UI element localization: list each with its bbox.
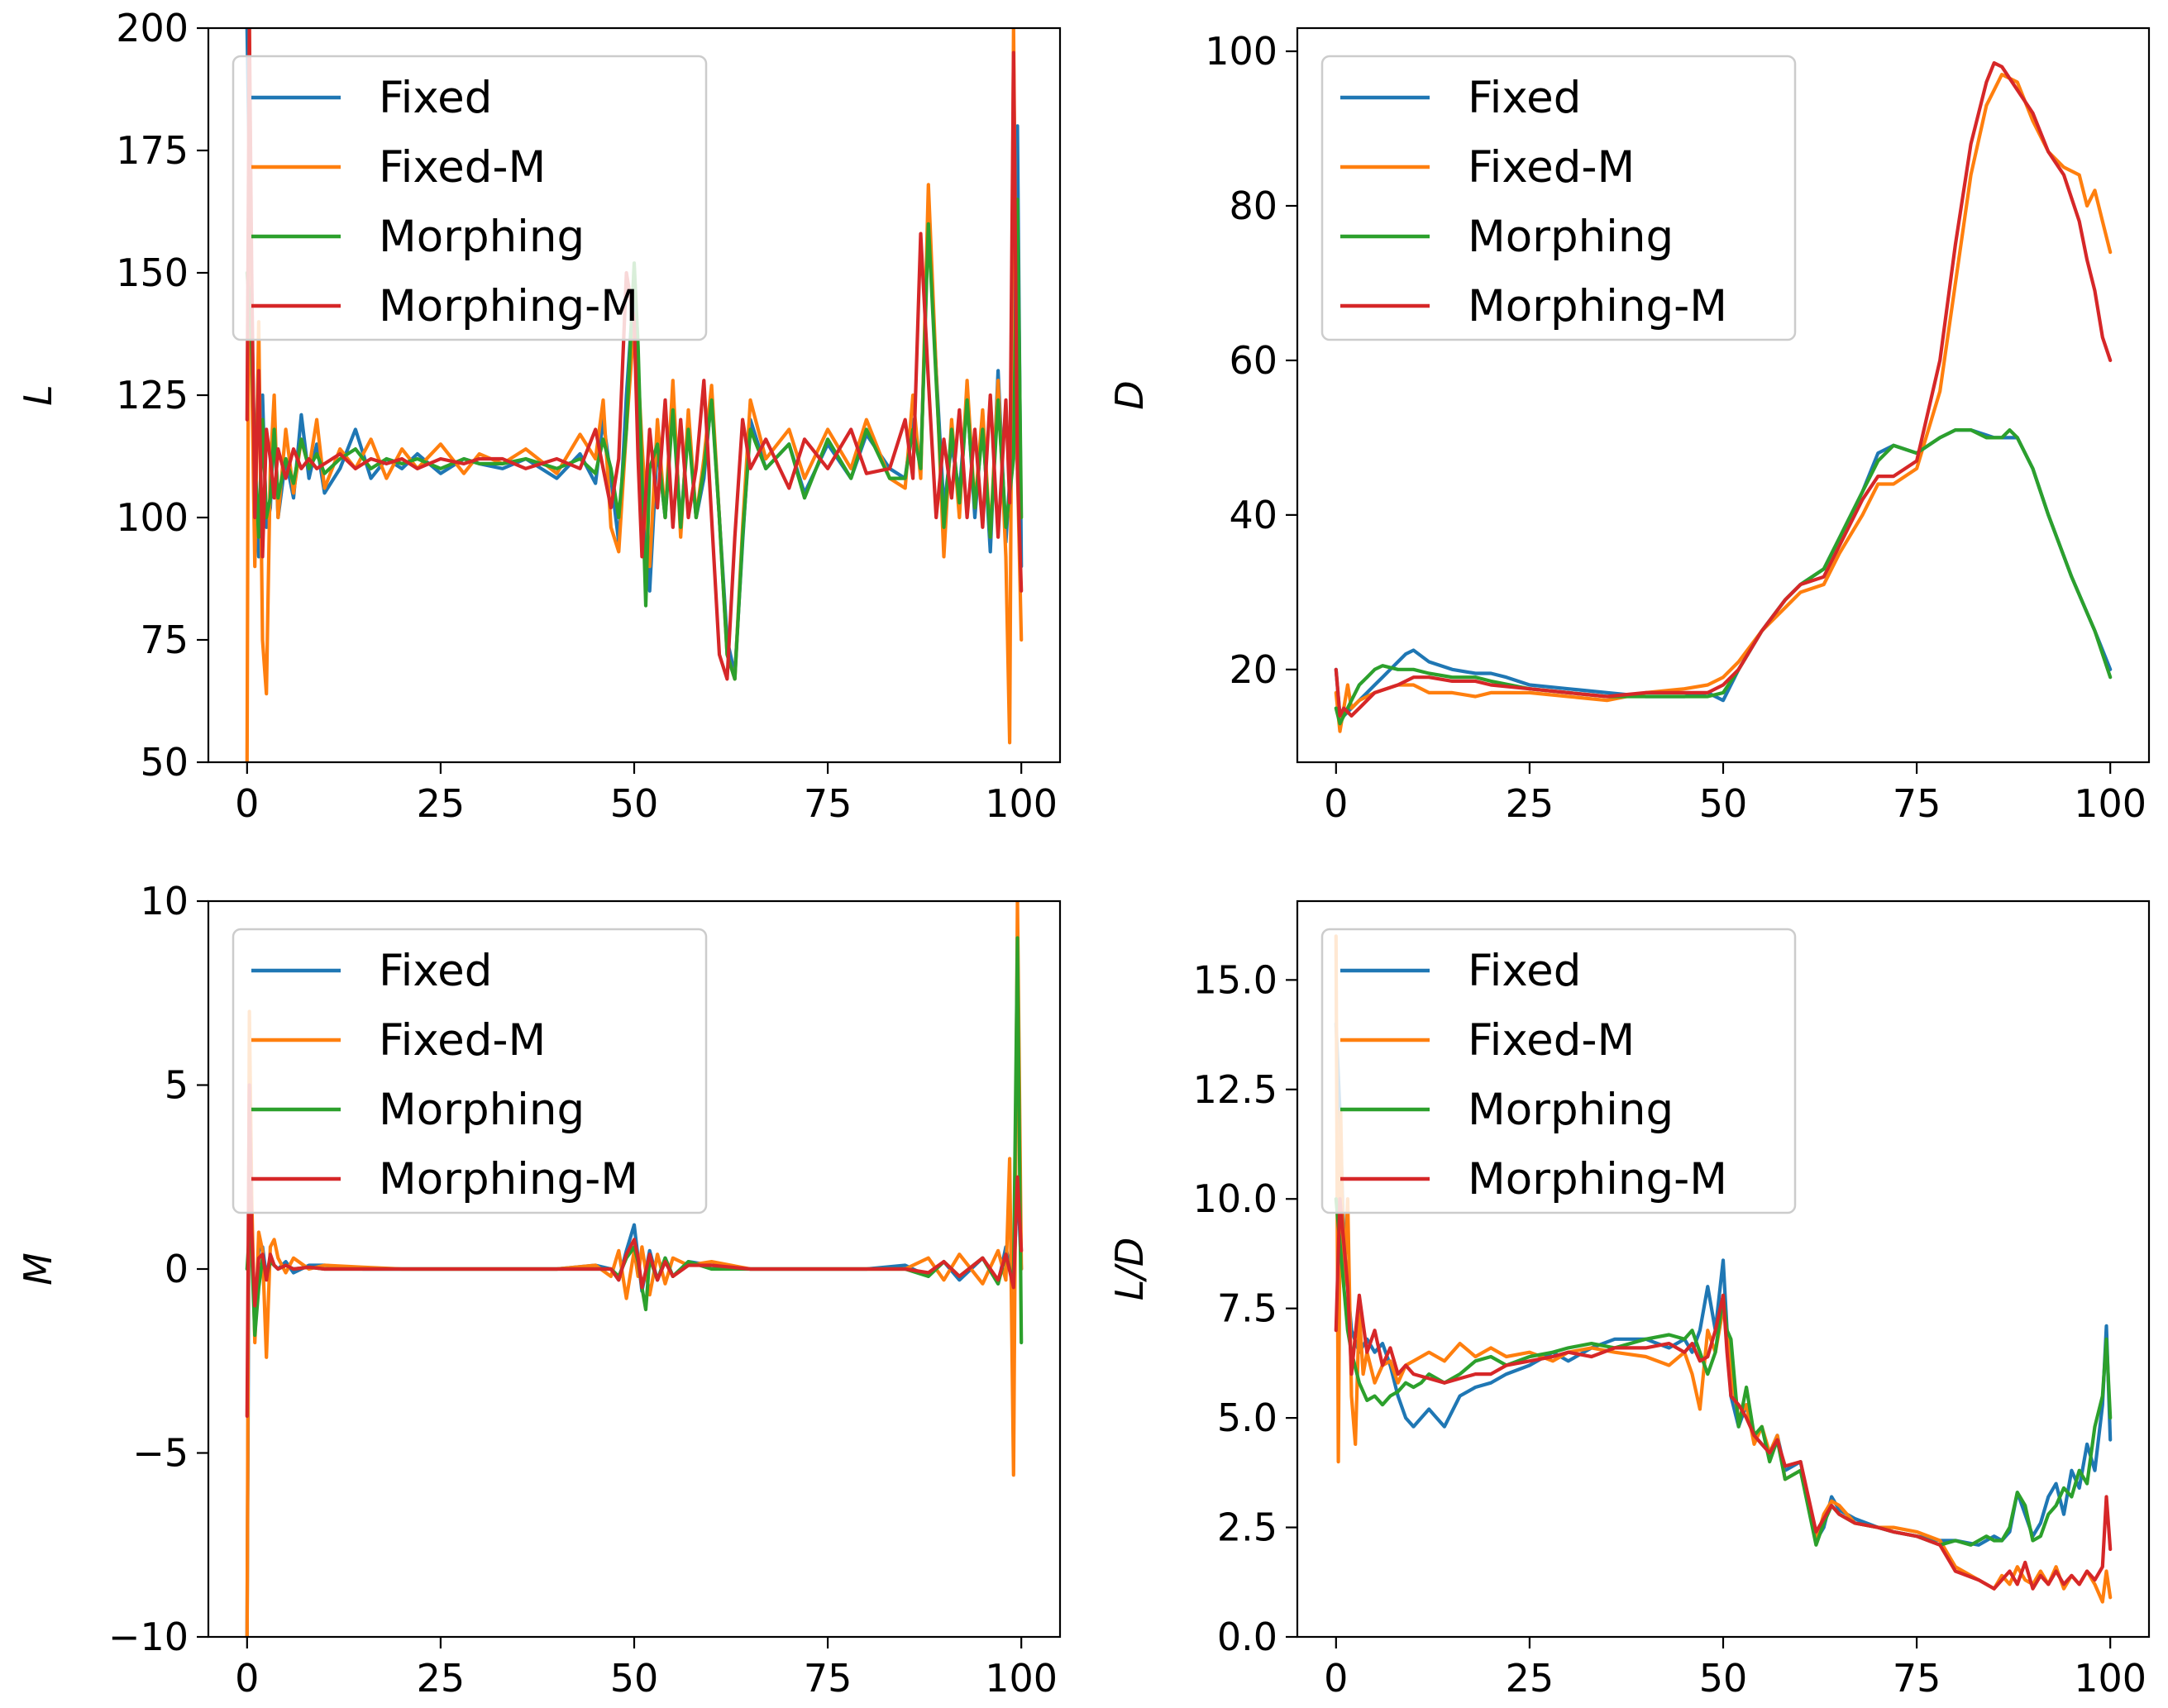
series-group	[245, 28, 1024, 762]
legend-label: Morphing	[1468, 212, 1674, 262]
y-axis-label: L/D	[1107, 1238, 1152, 1301]
legend-label: Fixed	[1468, 946, 1581, 996]
x-tick-label: 50	[1699, 781, 1748, 826]
y-tick-label: 10.0	[1193, 1176, 1277, 1221]
legend-label: Morphing	[379, 212, 585, 262]
y-tick-label: 150	[116, 250, 189, 295]
x-tick-label: 0	[1324, 781, 1348, 826]
legend-label: Morphing-M	[1468, 1154, 1727, 1205]
x-tick-label: 75	[1893, 1656, 1941, 1701]
y-tick-label: 5.0	[1217, 1396, 1277, 1440]
y-tick-label: 200	[116, 6, 189, 50]
x-tick-label: 0	[235, 1656, 259, 1701]
legend-label: Morphing-M	[379, 281, 638, 332]
x-tick-label: 0	[235, 781, 259, 826]
y-tick-label: 12.5	[1193, 1067, 1277, 1112]
legend-label: Fixed-M	[1468, 142, 1635, 193]
panel-drag-D: 0 25 50 75 100 20 40 60 80 100 D Fixed Fixed-M Morphi…	[1107, 26, 2151, 826]
x-tick-label: 100	[2074, 1656, 2147, 1701]
y-tick-label: 175	[116, 128, 189, 173]
x-tick-label: 50	[1699, 1656, 1748, 1701]
legend-label: Fixed	[379, 946, 492, 996]
legend-label: Morphing	[1468, 1085, 1674, 1135]
y-tick-label: 60	[1229, 338, 1277, 383]
x-tick-label: 100	[985, 1656, 1058, 1701]
legend-label: Fixed-M	[1468, 1015, 1635, 1066]
legend-label: Morphing-M	[1468, 281, 1727, 332]
y-axis-label: M	[16, 1252, 60, 1286]
legend-label: Morphing-M	[379, 1154, 638, 1205]
y-tick-label: 0.0	[1217, 1615, 1277, 1659]
legend-label: Morphing	[379, 1085, 585, 1135]
legend-box	[232, 928, 708, 1214]
y-tick-label: 20	[1229, 647, 1277, 692]
series-line-morphing	[1334, 1197, 2113, 1547]
series-line-morphing-m	[1334, 60, 2113, 718]
x-tick-label: 50	[610, 1656, 659, 1701]
series-line-morphing-m	[245, 1083, 1024, 1419]
legend: Fixed Fixed-M Morphing Morphing-M	[232, 55, 708, 341]
y-tick-label: 0	[165, 1247, 189, 1291]
y-tick-label: 100	[1205, 29, 1277, 74]
legend: Fixed Fixed-M Morphing Morphing-M	[1320, 55, 1797, 341]
y-axis-label: L	[16, 384, 60, 406]
series-line-fixed-m	[1334, 934, 2113, 1604]
legend-label: Fixed-M	[379, 1015, 546, 1066]
y-tick-label: 75	[140, 618, 189, 662]
x-tick-label: 75	[1893, 781, 1941, 826]
x-tick-label: 100	[985, 781, 1058, 826]
x-tick-label: 100	[2074, 781, 2147, 826]
panel-lift-to-drag-LD: 0 25 50 75 100 0.0 2.5 5.0 7.5 10.0 12.5 15.0 L/D Fix…	[1107, 899, 2151, 1701]
legend-label: Fixed-M	[379, 142, 546, 193]
y-tick-label: 50	[140, 740, 189, 785]
series-line-morphing-m	[245, 28, 1024, 681]
y-tick-label: −10	[108, 1615, 189, 1659]
series-group	[1334, 60, 2113, 733]
y-tick-label: 10	[140, 879, 189, 923]
y-tick-label: 5	[165, 1063, 189, 1108]
series-group	[1334, 934, 2113, 1604]
x-tick-label: 75	[804, 1656, 852, 1701]
series-group	[245, 901, 1024, 1637]
panel-moment-M: 0 25 50 75 100 −10 −5 0 5 10 M Fixed Fixed-M Morphing…	[16, 879, 1062, 1701]
x-tick-label: 75	[804, 781, 852, 826]
legend: Fixed Fixed-M Morphing Morphing-M	[1320, 928, 1797, 1214]
legend: Fixed Fixed-M Morphing Morphing-M	[232, 928, 708, 1214]
x-tick-label: 0	[1324, 1656, 1348, 1701]
panel-lift-L: 0 25 50 75 1005075100125150175200LFixedFixed…	[16, 6, 1062, 826]
y-tick-label: 40	[1229, 493, 1277, 537]
y-tick-label: 80	[1229, 184, 1277, 228]
y-tick-label: 15.0	[1193, 957, 1277, 1002]
legend-box	[1320, 928, 1797, 1214]
x-tick-label: 25	[417, 1656, 466, 1701]
legend-label: Fixed	[1468, 73, 1581, 123]
legend-label: Fixed	[379, 73, 492, 123]
y-tick-label: 2.5	[1217, 1505, 1277, 1550]
legend-box	[232, 55, 708, 341]
x-tick-label: 25	[1506, 781, 1554, 826]
y-tick-label: 100	[116, 495, 189, 540]
y-tick-label: 125	[116, 373, 189, 417]
x-tick-label: 25	[1506, 1656, 1554, 1701]
series-line-morphing-m	[1334, 1197, 2113, 1591]
x-tick-label: 50	[610, 781, 659, 826]
legend-box	[1320, 55, 1797, 341]
x-tick-label: 25	[417, 781, 466, 826]
y-tick-label: −5	[132, 1431, 189, 1476]
y-axis-label: D	[1107, 380, 1152, 409]
y-tick-label: 7.5	[1217, 1286, 1277, 1331]
